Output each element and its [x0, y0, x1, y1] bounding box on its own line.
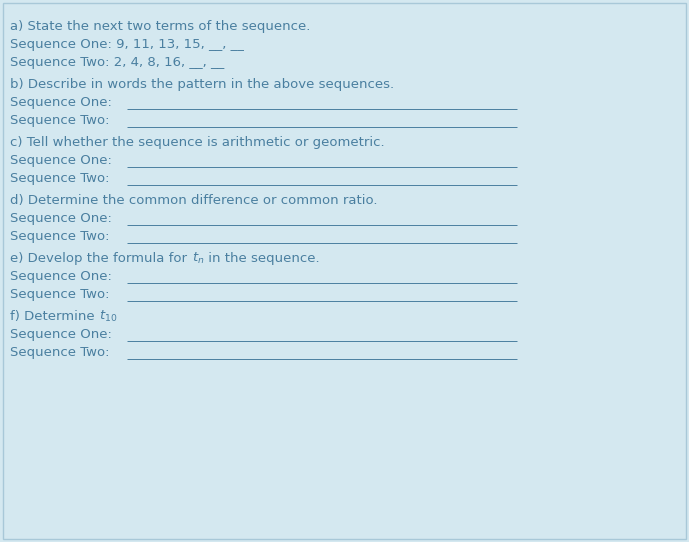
FancyBboxPatch shape: [3, 3, 686, 539]
Text: Sequence Two:: Sequence Two:: [10, 230, 114, 243]
Text: c) Tell whether the sequence is arithmetic or geometric.: c) Tell whether the sequence is arithmet…: [10, 136, 385, 149]
Text: d) Determine the common difference or common ratio.: d) Determine the common difference or co…: [10, 194, 378, 207]
Text: Sequence Two:: Sequence Two:: [10, 288, 114, 301]
Text: Sequence Two:: Sequence Two:: [10, 172, 114, 185]
Text: Sequence One:: Sequence One:: [10, 212, 116, 225]
Text: Sequence One:: Sequence One:: [10, 154, 116, 167]
Text: $t_n$: $t_n$: [192, 251, 204, 266]
Text: in the sequence.: in the sequence.: [204, 252, 320, 265]
Text: e) Develop the formula for: e) Develop the formula for: [10, 252, 192, 265]
Text: Sequence Two:: Sequence Two:: [10, 346, 114, 359]
Text: Sequence One:: Sequence One:: [10, 270, 116, 283]
Text: Sequence One:: Sequence One:: [10, 328, 116, 341]
Text: b) Describe in words the pattern in the above sequences.: b) Describe in words the pattern in the …: [10, 78, 395, 91]
Text: a) State the next two terms of the sequence.: a) State the next two terms of the seque…: [10, 20, 311, 33]
Text: Sequence Two: 2, 4, 8, 16, __, __: Sequence Two: 2, 4, 8, 16, __, __: [10, 56, 225, 69]
Text: Sequence One: 9, 11, 13, 15, __, __: Sequence One: 9, 11, 13, 15, __, __: [10, 38, 244, 51]
Text: f) Determine: f) Determine: [10, 310, 99, 323]
Text: Sequence Two:: Sequence Two:: [10, 114, 114, 127]
Text: $t_{10}$: $t_{10}$: [99, 309, 118, 324]
Text: Sequence One:: Sequence One:: [10, 96, 116, 109]
